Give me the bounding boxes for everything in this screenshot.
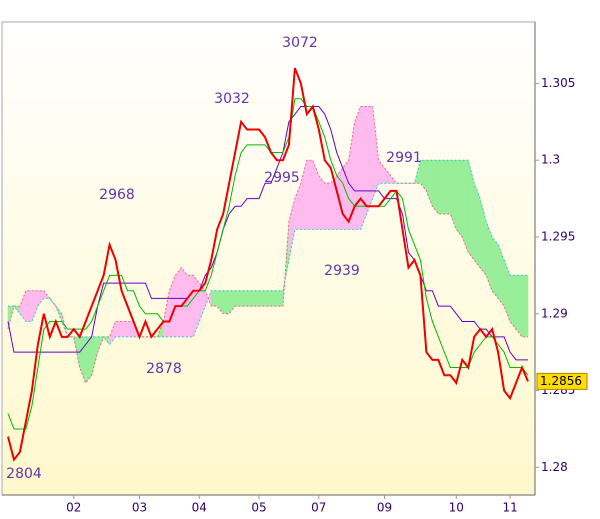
cloud-segment (264, 290, 272, 307)
x-tick-label: 11 (502, 501, 517, 515)
annotation: 2991 (386, 150, 422, 166)
cloud-segment (306, 159, 314, 230)
cloud-segment (121, 321, 128, 338)
annotation: 2939 (324, 263, 360, 279)
annotation: 2995 (264, 170, 300, 186)
cloud-segment (491, 236, 499, 300)
cloud-segment (354, 106, 361, 230)
annotation: 3072 (282, 35, 318, 51)
series-kijun (7, 105, 529, 361)
series-price (7, 67, 529, 462)
cloud-segment (360, 106, 367, 230)
series-span-b (7, 105, 529, 384)
cloud-segment (438, 159, 445, 215)
cloud-segment (258, 290, 266, 307)
cloud-segment (318, 174, 326, 230)
cloud-segment (222, 290, 230, 315)
cloud-segment (515, 275, 523, 338)
cloud-segment (276, 290, 284, 307)
x-tick-label: 02 (66, 501, 81, 515)
last-price-box (536, 372, 588, 390)
cloud-segment (473, 183, 481, 269)
y-tick-label: 1.3 (541, 153, 560, 167)
cloud-segment (246, 290, 254, 307)
cloud-segment (240, 290, 248, 307)
y-tick-label: 1.305 (541, 76, 575, 90)
x-tick-label: 09 (377, 501, 392, 515)
x-tick-label: 10 (449, 501, 464, 515)
x-tick-label: 03 (132, 501, 147, 515)
cloud-segment (234, 290, 242, 307)
cloud-segment (25, 290, 33, 322)
cloud-segment (324, 183, 332, 230)
annotation: 2804 (6, 466, 42, 482)
plot-layer (7, 67, 529, 462)
annotation: 2878 (146, 361, 182, 377)
cloud-segment (252, 290, 260, 307)
cloud-segment (462, 159, 469, 253)
x-tick-label: 04 (192, 501, 207, 515)
annotation: 3032 (214, 91, 250, 107)
x-tick-label: 05 (251, 501, 266, 515)
plot-area (1, 21, 536, 496)
y-tick-label: 1.28 (541, 460, 568, 474)
y-tick-label: 1.29 (541, 306, 568, 320)
series-span-a (7, 159, 529, 346)
cloud-segment (456, 159, 463, 238)
cloud-segment (366, 106, 373, 215)
y-tick-label: 1.295 (541, 230, 575, 244)
x-tick-label: 07 (311, 501, 326, 515)
last-price-label: 1.2856 (540, 374, 582, 388)
cloud-segment (521, 275, 529, 338)
cloud-segment (509, 275, 517, 330)
cloud-segment (444, 159, 451, 215)
cloud-segment (270, 290, 278, 307)
cloud-segment (175, 266, 182, 338)
cloud-segment (187, 275, 194, 338)
series-tenkan (7, 98, 529, 430)
cloud-segment (127, 321, 134, 338)
cloud-segment (432, 159, 439, 215)
cloud-segment (210, 290, 218, 307)
annotation: 2968 (99, 187, 135, 203)
cloud-segment (115, 321, 122, 338)
